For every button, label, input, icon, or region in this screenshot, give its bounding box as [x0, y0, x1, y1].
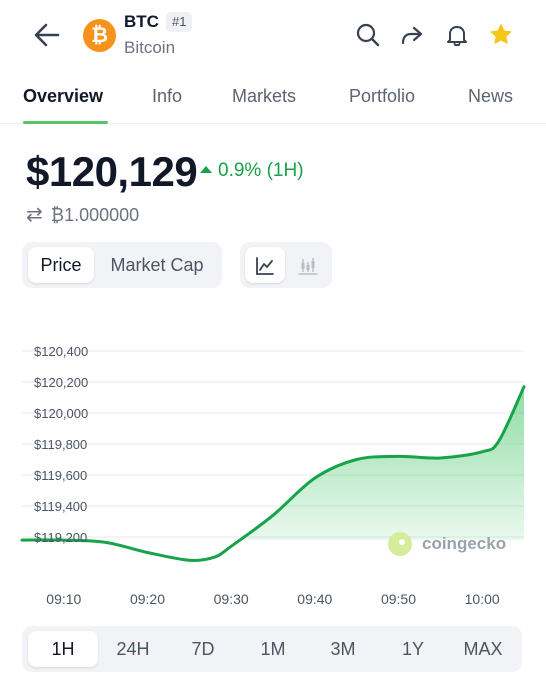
price-toggle-button[interactable]: Price	[28, 247, 94, 283]
price-area-fill	[22, 386, 524, 541]
x-tick-label: 09:40	[297, 591, 332, 607]
candlestick-chart-icon[interactable]	[288, 247, 328, 283]
current-price: $120,129	[26, 148, 198, 195]
bell-icon[interactable]	[444, 22, 470, 48]
tab-portfolio[interactable]: Portfolio	[349, 86, 416, 106]
tab-news[interactable]: News	[468, 86, 514, 106]
tab-info[interactable]: Info	[152, 86, 183, 106]
app-header: ₿ BTC #1 Bitcoin	[0, 0, 546, 72]
coingecko-logo-icon	[388, 532, 412, 556]
btc-value: ₿1.000000	[50, 205, 140, 225]
metric-toggle: Price Market Cap	[22, 242, 222, 288]
coin-symbol: BTC	[124, 12, 159, 31]
share-icon[interactable]	[399, 22, 425, 48]
rank-badge: #1	[166, 12, 193, 32]
coingecko-watermark: coingecko	[388, 530, 506, 558]
price-line	[20, 385, 526, 562]
price-change-value: 0.9% (1H)	[218, 160, 304, 181]
btc-conversion: ⇄ ₿1.000000	[26, 202, 139, 227]
range-1h-button[interactable]: 1H	[28, 631, 98, 667]
tab-overview[interactable]: Overview	[23, 86, 104, 106]
price-chart[interactable]: $119,200 $119,400 $119,600 $119,800 $120,000…	[0, 330, 546, 620]
back-arrow-icon[interactable]	[30, 20, 64, 50]
x-tick-label: 10:00	[465, 591, 500, 607]
range-1y-button[interactable]: 1Y	[401, 639, 425, 659]
range-1m-button[interactable]: 1M	[260, 639, 286, 659]
active-tab-indicator	[23, 121, 108, 124]
range-24h-button[interactable]: 24H	[116, 639, 150, 659]
section-tabs: Overview Info Markets Portfolio News	[0, 74, 546, 124]
y-tick-label: $120,400	[34, 344, 88, 359]
star-icon[interactable]	[488, 22, 514, 48]
range-3m-button[interactable]: 3M	[330, 639, 356, 659]
range-max-button[interactable]: MAX	[463, 639, 503, 659]
chart-type-toggle	[240, 242, 332, 288]
y-tick-label: $120,000	[34, 406, 88, 421]
y-tick-label: $119,200	[34, 530, 87, 545]
y-tick-label: $119,400	[34, 499, 87, 514]
line-chart-icon[interactable]	[245, 247, 285, 283]
coin-name: Bitcoin	[124, 38, 176, 57]
watermark-text: coingecko	[422, 534, 507, 553]
price-change: 0.9% (1H)	[200, 160, 304, 182]
bitcoin-logo-icon: ₿	[83, 19, 116, 52]
range-7d-button[interactable]: 7D	[191, 639, 215, 659]
market-cap-toggle-button[interactable]: Market Cap	[110, 255, 204, 275]
time-range-selector: 1H 24H 7D 1M 3M 1Y MAX	[22, 626, 522, 672]
search-icon[interactable]	[355, 22, 381, 48]
x-tick-label: 09:10	[46, 591, 81, 607]
x-tick-label: 09:30	[214, 591, 249, 607]
y-tick-label: $119,600	[34, 468, 87, 483]
swap-icon: ⇄	[26, 204, 43, 226]
x-tick-label: 09:50	[381, 591, 416, 607]
x-tick-label: 09:20	[130, 591, 165, 607]
y-tick-label: $120,200	[34, 375, 88, 390]
tab-markets[interactable]: Markets	[232, 86, 297, 106]
y-tick-label: $119,800	[34, 437, 87, 452]
up-triangle-icon	[200, 166, 212, 173]
